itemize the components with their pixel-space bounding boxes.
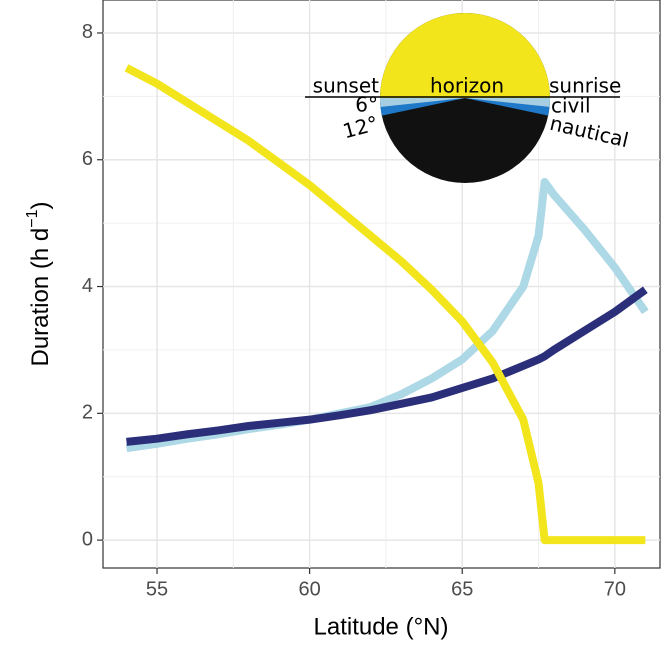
x-tick-label: 65 [451, 578, 473, 600]
y-axis-title-sup: −1 [24, 209, 41, 227]
y-axis-title-main: Duration (h d [27, 228, 54, 367]
y-axis-title: Duration (h d−1) [24, 202, 54, 367]
x-axis-title: Latitude (°N) [314, 613, 449, 640]
y-tick-label: 6 [82, 148, 93, 170]
x-tick-label: 70 [604, 578, 626, 600]
y-tick-label: 8 [82, 21, 93, 43]
inset-label: horizon [430, 74, 504, 98]
y-axis-title-end: ) [27, 202, 54, 210]
page: {"chart_data": {"type": "line", "xlabel"… [0, 0, 661, 650]
chart: horizon sunset sunrise 6° 12° civil naut… [0, 0, 661, 650]
y-tick-label: 0 [82, 528, 93, 550]
x-tick-label: 60 [298, 578, 320, 600]
y-tick-label: 2 [82, 402, 93, 424]
y-tick-label: 4 [82, 275, 93, 297]
x-tick-label: 55 [146, 578, 168, 600]
